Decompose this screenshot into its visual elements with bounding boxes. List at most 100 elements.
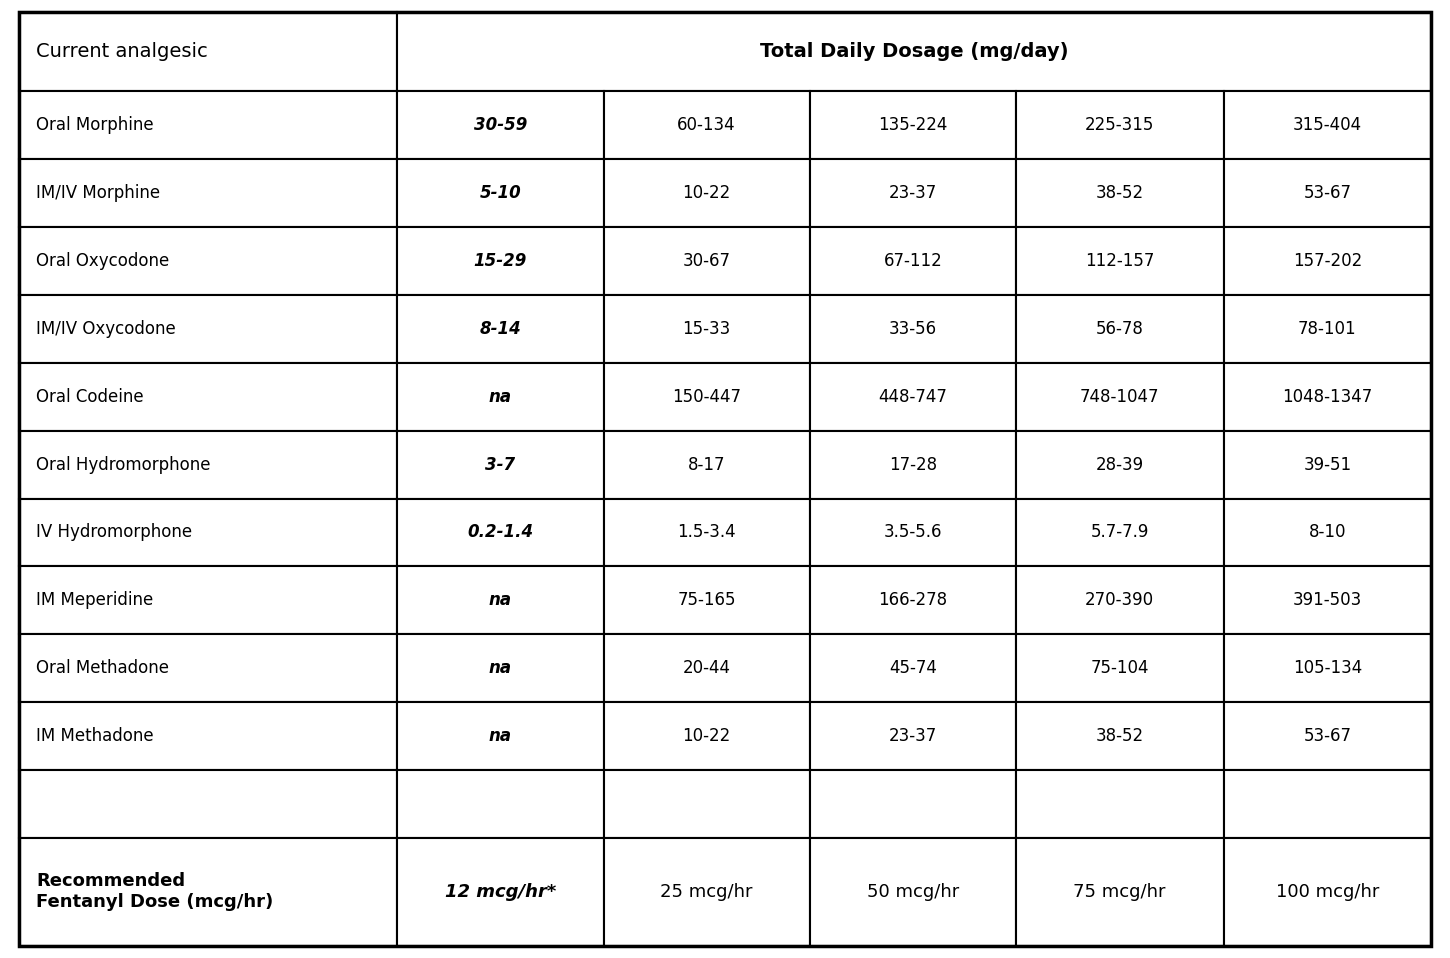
Bar	[809, 498, 1016, 566]
Text: 25 mcg/hr: 25 mcg/hr	[660, 882, 753, 901]
Text: Oral Methadone: Oral Methadone	[36, 659, 170, 677]
Text: Oral Hydromorphone: Oral Hydromorphone	[36, 456, 210, 473]
Text: 0.2-1.4: 0.2-1.4	[467, 523, 534, 541]
Bar	[1016, 91, 1224, 159]
Bar	[1224, 634, 1431, 702]
Text: 28-39: 28-39	[1096, 456, 1144, 473]
Text: 135-224: 135-224	[879, 116, 947, 134]
Bar	[1016, 295, 1224, 363]
Bar	[397, 91, 603, 159]
Bar	[603, 770, 809, 837]
Text: 5.7-7.9: 5.7-7.9	[1090, 523, 1148, 541]
Text: 448-747: 448-747	[879, 388, 947, 406]
Bar	[397, 431, 603, 498]
Text: 56-78: 56-78	[1096, 320, 1144, 338]
Text: 8-14: 8-14	[480, 320, 522, 338]
Text: 10-22: 10-22	[683, 184, 731, 202]
Text: Oral Morphine: Oral Morphine	[36, 116, 154, 134]
Text: na: na	[489, 659, 512, 677]
Bar	[19, 159, 397, 227]
Text: 23-37: 23-37	[889, 184, 937, 202]
Bar	[397, 634, 603, 702]
Bar	[1016, 363, 1224, 431]
Bar	[19, 566, 397, 634]
Text: 23-37: 23-37	[889, 727, 937, 745]
Text: 112-157: 112-157	[1085, 252, 1154, 270]
Text: Current analgesic: Current analgesic	[36, 42, 207, 61]
Text: Oral Codeine: Oral Codeine	[36, 388, 144, 406]
Bar	[397, 227, 603, 295]
Text: 10-22: 10-22	[683, 727, 731, 745]
Bar	[809, 634, 1016, 702]
Text: Recommended
Fentanyl Dose (mcg/hr): Recommended Fentanyl Dose (mcg/hr)	[36, 872, 274, 911]
Bar	[809, 159, 1016, 227]
Bar	[603, 295, 809, 363]
Text: 67-112: 67-112	[883, 252, 942, 270]
Text: 53-67: 53-67	[1304, 727, 1351, 745]
Bar	[809, 91, 1016, 159]
Bar	[397, 770, 603, 837]
Bar	[397, 702, 603, 770]
Bar	[603, 363, 809, 431]
Bar	[1016, 770, 1224, 837]
Bar	[1224, 159, 1431, 227]
Bar	[397, 363, 603, 431]
Text: na: na	[489, 388, 512, 406]
Text: 100 mcg/hr: 100 mcg/hr	[1276, 882, 1379, 901]
Text: 225-315: 225-315	[1085, 116, 1154, 134]
Bar	[1224, 91, 1431, 159]
Text: 748-1047: 748-1047	[1080, 388, 1160, 406]
Bar	[1016, 498, 1224, 566]
Text: 30-59: 30-59	[474, 116, 528, 134]
Bar	[19, 634, 397, 702]
Bar	[1224, 837, 1431, 946]
Text: na: na	[489, 727, 512, 745]
Bar	[1016, 634, 1224, 702]
Text: 391-503: 391-503	[1293, 591, 1362, 609]
Bar	[1016, 837, 1224, 946]
Text: IM Meperidine: IM Meperidine	[36, 591, 154, 609]
Text: 3.5-5.6: 3.5-5.6	[883, 523, 942, 541]
Bar	[603, 566, 809, 634]
Bar	[19, 12, 397, 91]
Bar	[809, 837, 1016, 946]
Text: 39-51: 39-51	[1304, 456, 1351, 473]
Text: Total Daily Dosage (mg/day): Total Daily Dosage (mg/day)	[760, 42, 1069, 61]
Bar	[603, 837, 809, 946]
Bar	[809, 295, 1016, 363]
Bar	[1224, 566, 1431, 634]
Bar	[19, 295, 397, 363]
Bar	[19, 431, 397, 498]
Bar	[1016, 431, 1224, 498]
Text: 60-134: 60-134	[677, 116, 737, 134]
Text: 75-165: 75-165	[677, 591, 737, 609]
Bar	[603, 634, 809, 702]
Text: Oral Oxycodone: Oral Oxycodone	[36, 252, 170, 270]
Text: 20-44: 20-44	[683, 659, 731, 677]
Bar	[19, 91, 397, 159]
Bar	[603, 431, 809, 498]
Bar	[1016, 227, 1224, 295]
Bar	[19, 702, 397, 770]
Bar	[19, 770, 397, 837]
Text: 38-52: 38-52	[1096, 184, 1144, 202]
Text: 8-10: 8-10	[1308, 523, 1346, 541]
Bar	[19, 837, 397, 946]
Text: 15-33: 15-33	[683, 320, 731, 338]
Bar	[1224, 295, 1431, 363]
Bar	[1016, 566, 1224, 634]
Bar	[809, 566, 1016, 634]
Bar	[1224, 702, 1431, 770]
Bar	[19, 498, 397, 566]
Text: 157-202: 157-202	[1293, 252, 1362, 270]
Text: 50 mcg/hr: 50 mcg/hr	[867, 882, 958, 901]
Text: 315-404: 315-404	[1293, 116, 1362, 134]
Bar	[397, 566, 603, 634]
Bar	[397, 295, 603, 363]
Text: 78-101: 78-101	[1298, 320, 1357, 338]
Text: 270-390: 270-390	[1085, 591, 1154, 609]
Text: 8-17: 8-17	[687, 456, 725, 473]
Bar	[1016, 702, 1224, 770]
Text: 150-447: 150-447	[673, 388, 741, 406]
Bar	[1224, 498, 1431, 566]
